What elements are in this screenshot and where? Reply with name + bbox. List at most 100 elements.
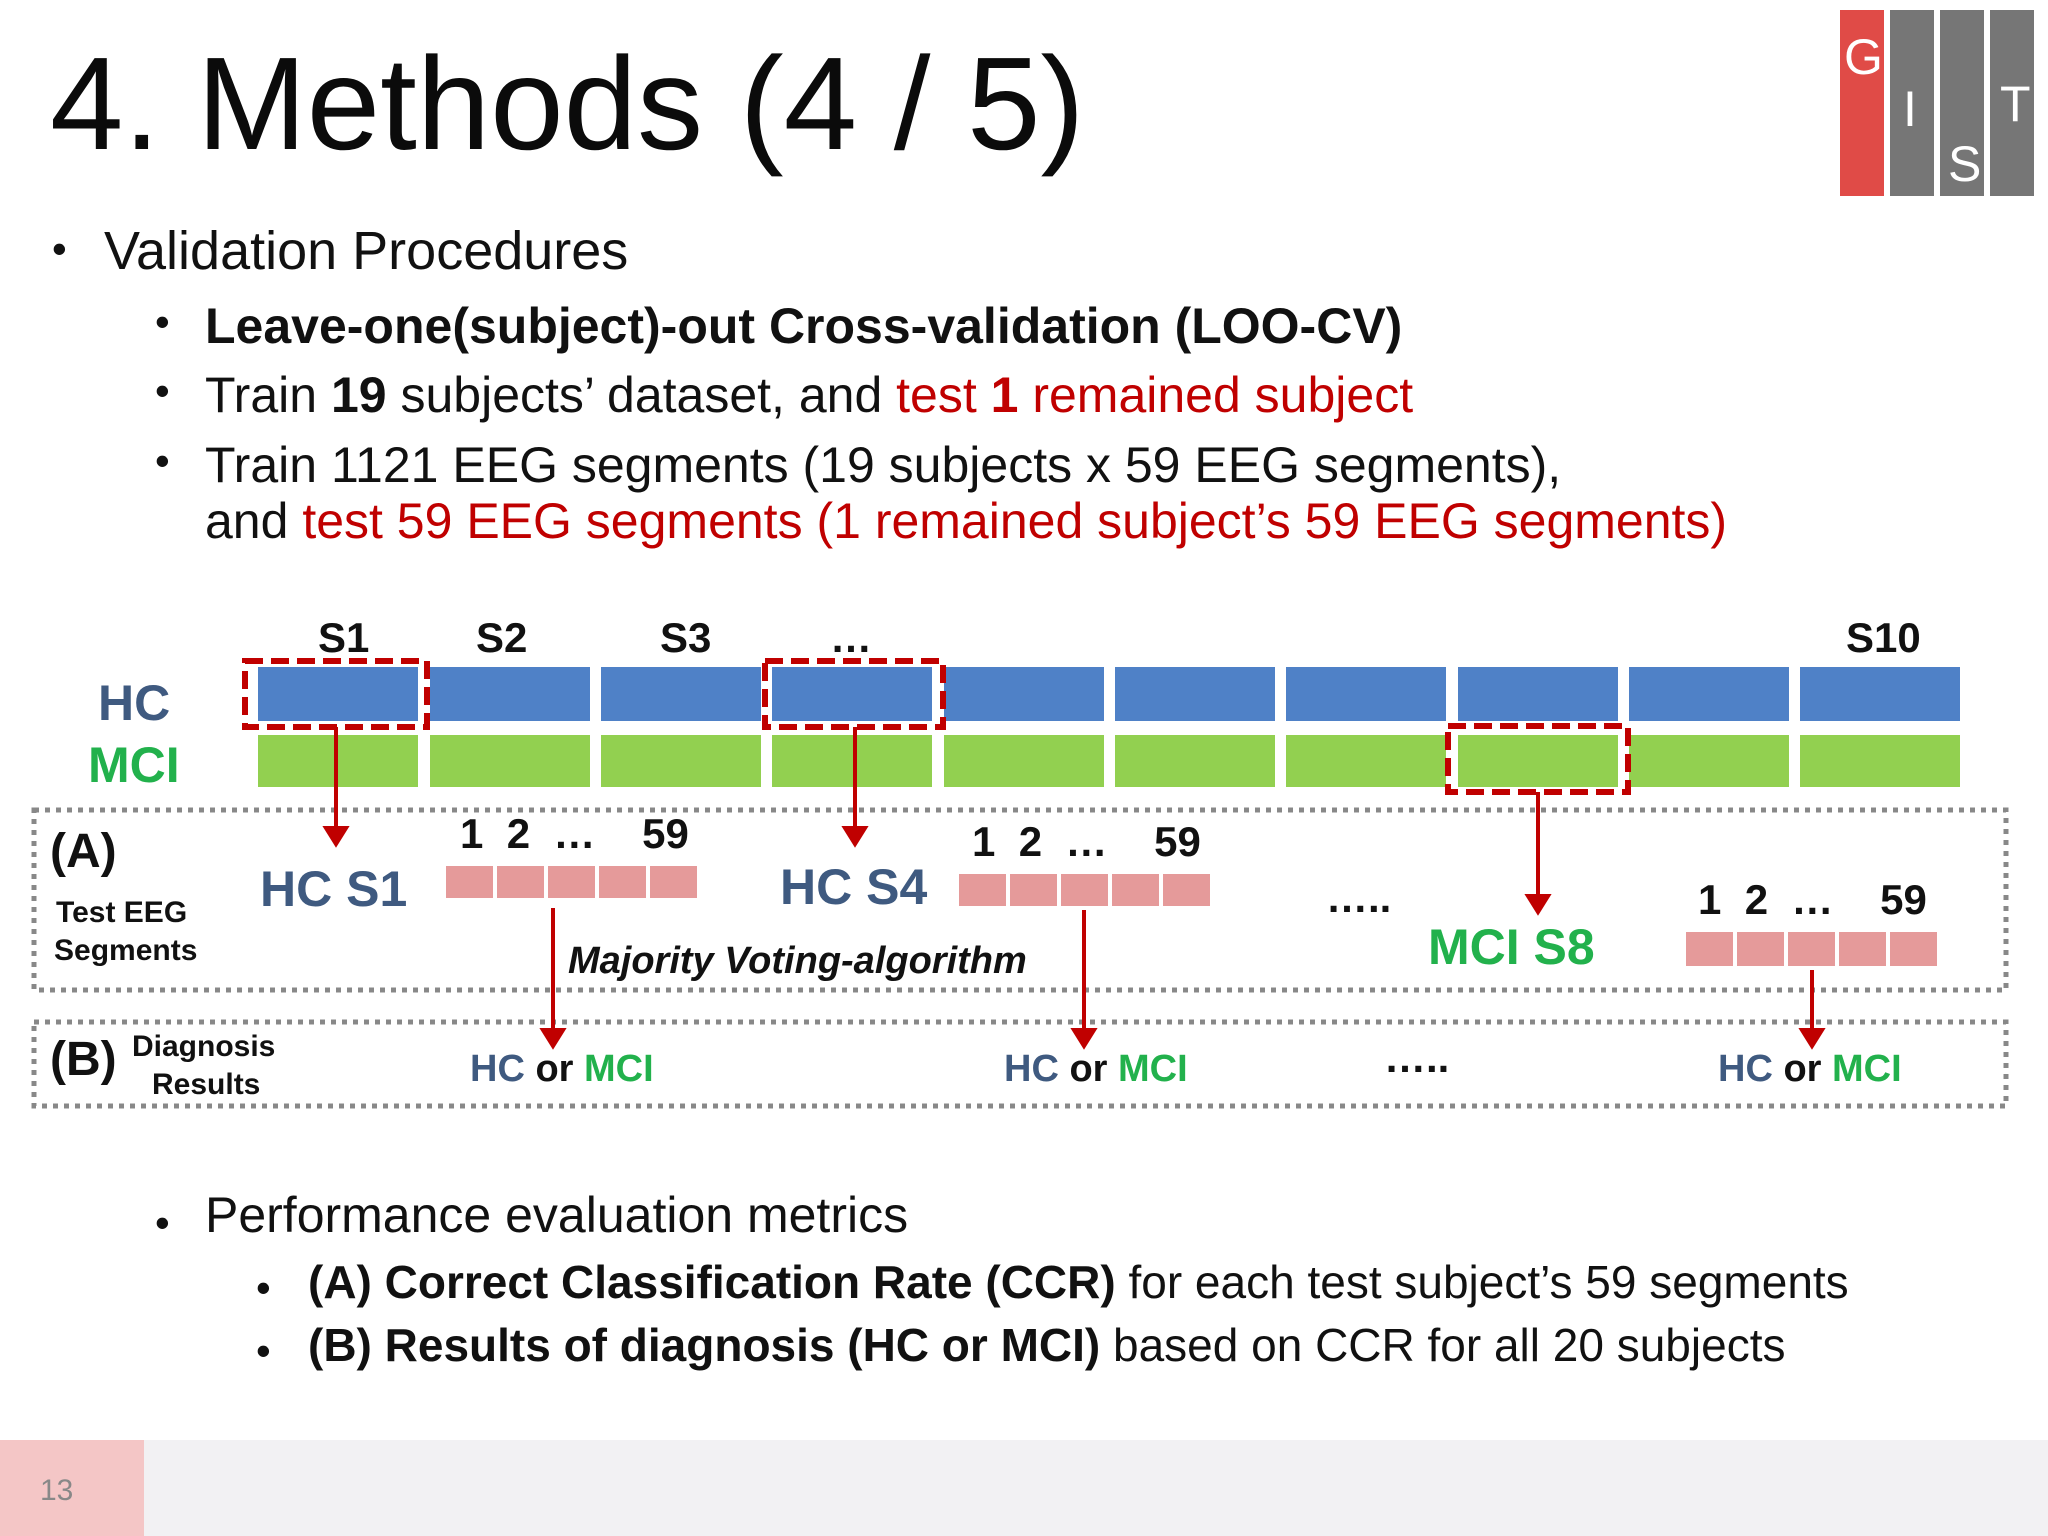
- logo-letter-t: T: [2000, 76, 2031, 132]
- ellipsis-b: …..: [1384, 1034, 1450, 1081]
- hc-bar-5: [944, 667, 1104, 721]
- hc-bar-1: [258, 667, 418, 721]
- section-b-label: (B): [50, 1033, 117, 1086]
- bullet-dot: •: [52, 225, 67, 272]
- segment-number: 1: [460, 810, 484, 857]
- hc-bar-3: [601, 667, 761, 721]
- result-mci: MCI: [1832, 1048, 1902, 1090]
- test-label-mci-s8: MCI S8: [1428, 919, 1595, 975]
- segments-mci-s8: [1682, 928, 1941, 970]
- segment-number: 59: [642, 810, 689, 857]
- result-hc: HC: [1718, 1048, 1773, 1090]
- bullet-validation: Validation Procedures: [104, 221, 629, 281]
- text: subjects’ dataset, and: [386, 367, 897, 423]
- mci-bars: [258, 735, 1960, 787]
- segment-numbers-hc-s4: 1 2 … 59: [972, 818, 1201, 866]
- footer-bar: [0, 1440, 2048, 1536]
- section-a-sub1: Test EEG: [56, 896, 188, 929]
- mci-bar-2: [430, 735, 590, 787]
- logo-column-s: [1940, 10, 1984, 196]
- segment-number: 1: [972, 818, 996, 865]
- mci-bar-6: [1115, 735, 1275, 787]
- result-2: HC or MCI: [1004, 1048, 1188, 1091]
- hc-bar-8: [1458, 667, 1618, 721]
- segment-ellipsis: …: [1791, 876, 1834, 923]
- segment-number: 2: [506, 810, 531, 857]
- mci-bar-3: [601, 735, 761, 787]
- page-number-box: [0, 1440, 144, 1536]
- hc-bar-9: [1629, 667, 1789, 721]
- hc-bar-2: [430, 667, 590, 721]
- section-b-sub2: Results: [152, 1068, 261, 1101]
- section-a-sub2: Segments: [54, 934, 198, 967]
- section-a-box: [31, 807, 2009, 993]
- result-hc: HC: [470, 1048, 525, 1090]
- segment-number: 1: [1698, 876, 1722, 923]
- subject-label-s3: S3: [660, 614, 712, 661]
- loo-cv-diagram: [31, 658, 2009, 1109]
- text: for each test subject’s 59 segments: [1115, 1256, 1849, 1308]
- bullet-segments-line2: and test 59 EEG segments (1 remained sub…: [205, 492, 1727, 550]
- bullet-dot: •: [256, 1264, 271, 1311]
- logo-letter-i: I: [1903, 81, 1917, 137]
- logo-column-i: [1890, 10, 1934, 196]
- text-red: remained subject: [1018, 367, 1414, 423]
- bullet-dot: •: [155, 298, 170, 345]
- bullet-dot: •: [155, 367, 170, 414]
- result-mci: MCI: [584, 1048, 654, 1090]
- bullet-segments-line1: Train 1121 EEG segments (19 subjects x 5…: [205, 437, 1562, 493]
- result-hc: HC: [1004, 1048, 1059, 1090]
- segment-number: 2: [1744, 876, 1769, 923]
- segment-ellipsis: …: [553, 810, 596, 857]
- arrows: [322, 727, 1826, 1050]
- segment-number: 2: [1018, 818, 1043, 865]
- page-title: 4. Methods (4 / 5): [50, 30, 1085, 177]
- subject-label-ellipsis: …: [830, 614, 872, 661]
- text-red: test: [896, 367, 991, 423]
- logo-letter-s: S: [1948, 136, 1982, 192]
- selection-mci-s8: [1445, 723, 1631, 795]
- hc-bar-6: [1115, 667, 1275, 721]
- segment-numbers-hc-s1: 1 2 … 59: [460, 810, 689, 858]
- page-number: 13: [40, 1474, 74, 1507]
- text-red: test 59 EEG segments (1 remained subject…: [302, 493, 1728, 549]
- hc-bar-4: [772, 667, 932, 721]
- segment-number: 59: [1154, 818, 1201, 865]
- text-bold: 19: [330, 367, 387, 423]
- mci-bar-4: [772, 735, 932, 787]
- result-mci: MCI: [1118, 1048, 1188, 1090]
- mci-bar-10: [1800, 735, 1960, 787]
- subject-label-s1: S1: [318, 614, 370, 661]
- hc-bars: [258, 667, 1960, 721]
- result-or: or: [524, 1048, 585, 1090]
- section-b-sub1: Diagnosis: [132, 1030, 276, 1063]
- bullet-performance: Performance evaluation metrics: [205, 1187, 909, 1243]
- result-or: or: [1772, 1048, 1833, 1090]
- majority-voting-label: Majority Voting-algorithm: [568, 940, 1027, 982]
- text: based on CCR for all 20 subjects: [1100, 1319, 1786, 1371]
- bullet-train-test: Train 19 subjects’ dataset, and test 1 r…: [205, 366, 1413, 424]
- section-a-label: (A): [50, 825, 117, 878]
- ellipsis-a: …..: [1326, 874, 1392, 921]
- segments-hc-s4: [955, 870, 1214, 910]
- segment-number: 59: [1880, 876, 1927, 923]
- segment-numbers-mci-s8: 1 2 … 59: [1698, 876, 1927, 924]
- hc-bar-10: [1800, 667, 1960, 721]
- gist-logo: G I S T: [1840, 10, 2036, 196]
- text: and: [205, 493, 303, 549]
- mci-bar-8: [1458, 735, 1618, 787]
- hc-bar-7: [1286, 667, 1446, 721]
- row-label-hc: HC: [98, 675, 171, 731]
- result-3: HC or MCI: [1718, 1048, 1902, 1091]
- text-bold: (A) Correct Classification Rate (CCR): [308, 1256, 1116, 1308]
- logo-column-t: [1990, 10, 2034, 196]
- result-1: HC or MCI: [470, 1048, 654, 1091]
- mci-bar-7: [1286, 735, 1446, 787]
- segments-hc-s1: [442, 862, 701, 902]
- mci-bar-9: [1629, 735, 1789, 787]
- bullet-dot: •: [256, 1327, 271, 1374]
- selection-hc-s4: [762, 658, 946, 730]
- test-label-hc-s1: HC S1: [260, 861, 408, 917]
- logo-column-g: [1840, 10, 1884, 196]
- bullet-loo-cv: Leave-one(subject)-out Cross-validation …: [205, 298, 1403, 354]
